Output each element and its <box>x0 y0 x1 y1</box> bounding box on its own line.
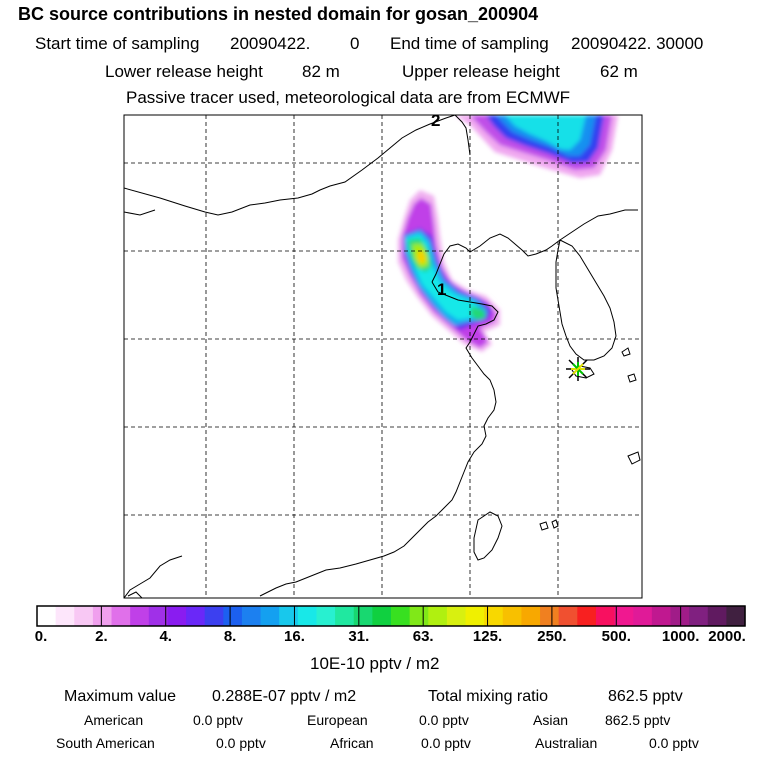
colorbar-tick-label: 125. <box>472 628 503 645</box>
map-frame <box>123 114 643 599</box>
region-australian-value: 0.0 pptv <box>649 735 699 751</box>
colorbar-tick-label: 250. <box>537 628 567 645</box>
total-mixing-value: 862.5 pptv <box>608 688 683 705</box>
colorbar-cell <box>74 606 94 626</box>
colorbar-cell <box>670 606 690 626</box>
graticule <box>124 115 642 598</box>
total-mixing-label: Total mixing ratio <box>428 688 549 705</box>
region-south-american-value: 0.0 pptv <box>216 735 266 751</box>
colorbar-tick-label: 2000. <box>708 628 746 645</box>
upper-release-label: Upper release height <box>402 62 560 81</box>
colorbar-frame <box>36 605 746 627</box>
colorbar-cell <box>465 606 485 626</box>
colorbar-cell <box>186 606 206 626</box>
colorbar-tick-label: 31. <box>348 628 370 645</box>
region-american-value: 0.0 pptv <box>193 712 243 728</box>
colorbar-cell <box>130 606 150 626</box>
colorbar-cell <box>335 606 355 626</box>
colorbar-cell <box>651 606 672 626</box>
start-time-label: Start time of sampling <box>35 34 200 53</box>
plot-title: BC source contributions in nested domain… <box>18 4 539 24</box>
colorbar-cell <box>55 606 75 626</box>
colorbar-tick-label: 4. <box>159 628 172 645</box>
plume-northeast <box>455 115 618 178</box>
colorbar-tick-label: 8. <box>223 628 237 645</box>
colorbar-cell <box>428 606 448 626</box>
lower-release-label: Lower release height <box>105 62 263 81</box>
maximum-value-label: Maximum value <box>64 688 177 705</box>
colorbar-cell <box>111 606 131 626</box>
colorbar-cell <box>484 606 504 626</box>
colorbar-tick-label: 500. <box>601 628 631 645</box>
colorbar-cell <box>633 606 653 626</box>
colorbar-cell <box>614 606 634 626</box>
colorbar-cell <box>372 606 392 626</box>
colorbar-tick-label: 2. <box>95 628 108 645</box>
colorbar-tick-label: 0. <box>34 628 48 645</box>
colorbar-cell <box>92 606 113 626</box>
maximum-value: 0.288E-07 pptv / m2 <box>212 688 357 705</box>
region-european-value: 0.0 pptv <box>419 712 469 728</box>
colorbar-cell <box>260 606 280 626</box>
colorbar-tick-label: 63. <box>412 628 434 645</box>
colorbar-cell <box>502 606 523 626</box>
station-marker-icon <box>566 357 590 381</box>
colorbar-cell <box>316 606 336 626</box>
colorbar-cell <box>446 606 467 626</box>
colorbar-cell <box>726 606 746 626</box>
region-european-label: European <box>307 712 368 728</box>
colorbar-cell <box>521 606 541 626</box>
colorbar-cell <box>558 606 578 626</box>
region-african-label: African <box>330 735 374 751</box>
end-time-label: End time of sampling <box>390 34 549 53</box>
end-time-value: 20090422. 30000 <box>571 34 704 53</box>
colorbar-cell <box>595 606 616 626</box>
region-african-value: 0.0 pptv <box>421 735 471 751</box>
upper-release-value: 62 m <box>600 62 638 81</box>
colorbar-cell <box>241 606 262 626</box>
region-american-label: American <box>84 712 144 728</box>
colorbar-cell <box>297 606 318 626</box>
colorbar-cell <box>391 606 411 626</box>
colorbar-cell <box>167 606 187 626</box>
colorbar-cell <box>223 606 243 626</box>
colorbar-cell <box>37 606 57 626</box>
colorbar-cell <box>689 606 709 626</box>
start-time-value: 20090422. <box>230 34 311 53</box>
region-asian-value: 862.5 pptv <box>605 712 671 728</box>
region-australian-label: Australian <box>535 735 598 751</box>
colorbar-cell <box>353 606 373 626</box>
colorbar-cell <box>279 606 299 626</box>
trajectory-marker-1: 1 <box>437 280 446 299</box>
start-time-hhmmss: 0 <box>350 34 360 53</box>
colorbar-unit: 10E-10 pptv / m2 <box>310 654 440 673</box>
colorbar-cell <box>540 606 560 626</box>
coastlines <box>124 115 641 598</box>
region-asian-label: Asian <box>533 712 569 728</box>
trajectory-marker-2: 2 <box>431 111 440 130</box>
colorbar-cell <box>204 606 224 626</box>
region-south-american-label: South American <box>56 735 155 751</box>
colorbar-tick-label: 1000. <box>661 628 700 645</box>
colorbar-cell <box>148 606 169 626</box>
colorbar-cell <box>707 606 727 626</box>
colorbar-tick-label: 16. <box>284 628 305 645</box>
lower-release-value: 82 m <box>302 62 340 81</box>
colorbar-cell <box>409 606 429 626</box>
tracer-note: Passive tracer used, meteorological data… <box>126 88 571 107</box>
colorbar-cell <box>577 606 597 626</box>
